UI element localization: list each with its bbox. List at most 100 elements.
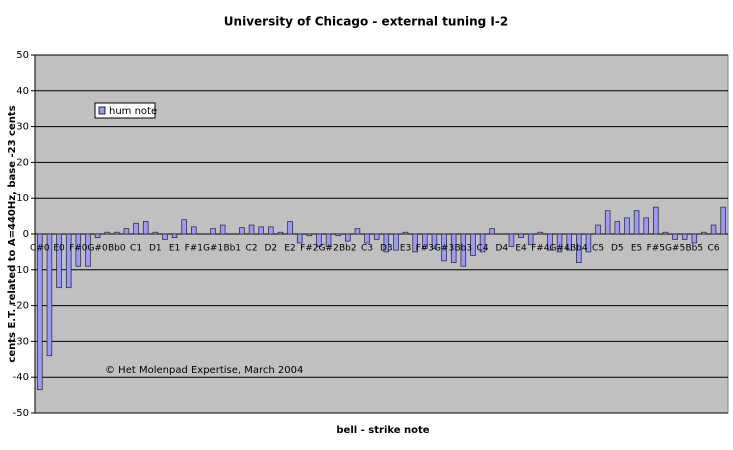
legend-swatch (98, 106, 106, 115)
bar (258, 226, 264, 235)
x-tick-label: C#0 (30, 244, 50, 254)
y-tick-label: -50 (13, 408, 29, 419)
grid (35, 54, 728, 414)
x-tick-label: G#1 (203, 244, 223, 254)
bar (181, 219, 187, 235)
x-tick-label: C5 (592, 244, 604, 254)
bar (701, 231, 707, 235)
bar (412, 233, 418, 253)
bars (37, 206, 726, 391)
bar (566, 233, 572, 251)
bar (268, 226, 274, 235)
bar (210, 228, 216, 235)
x-tick-label: Bb2 (339, 244, 357, 254)
bar (537, 231, 544, 235)
x-tick-label: E4 (515, 244, 527, 254)
bar (614, 221, 621, 235)
bar (643, 217, 649, 235)
bar (65, 233, 72, 289)
bar (287, 221, 293, 235)
x-tick-label: C4 (477, 244, 489, 254)
x-tick-label: D2 (264, 244, 277, 254)
bar (94, 233, 101, 238)
x-tick-label: F#2 (300, 244, 318, 254)
y-tick-label: -30 (13, 336, 29, 347)
bar (85, 233, 91, 267)
x-tick-label: Bb4 (570, 244, 588, 254)
bar (104, 231, 110, 235)
bar (595, 224, 601, 235)
legend (94, 102, 156, 119)
x-tick-label: F#3 (416, 244, 434, 254)
x-tick-label: F#0 (69, 244, 88, 254)
x-tick-label: F#5 (647, 244, 665, 254)
bar (239, 227, 245, 235)
bar (306, 233, 313, 237)
x-tick-label: F#4 (531, 244, 550, 254)
x-tick-label: Bb5 (686, 244, 704, 254)
bar (123, 228, 130, 235)
bar (114, 231, 120, 235)
bar (46, 233, 53, 357)
annotation: © Het Molenpad Expertise, March 2004 (105, 365, 303, 376)
x-tick-label: C1 (130, 244, 142, 254)
y-tick-label: 0 (23, 229, 29, 240)
bar (556, 233, 563, 253)
bar (681, 233, 688, 240)
bar (633, 210, 640, 235)
x-tick-label: E1 (169, 244, 180, 254)
x-tick-label: F#1 (185, 244, 203, 254)
bar (710, 224, 717, 235)
y-tick-label: 30 (16, 122, 29, 133)
x-tick-label: G#5 (665, 244, 685, 254)
bar (576, 233, 582, 263)
y-axis-title: cents E.T. related to A=440Hz, base -23 … (7, 105, 18, 362)
bar (489, 228, 495, 235)
bar (672, 233, 678, 240)
bar (585, 233, 592, 253)
x-tick-label: D4 (495, 244, 508, 254)
bar (479, 233, 486, 253)
bar (653, 206, 659, 235)
bar (518, 233, 524, 238)
x-tick-label: Bb0 (108, 244, 126, 254)
bar (191, 226, 197, 235)
bar (56, 233, 62, 289)
bar (393, 233, 399, 251)
bar (364, 233, 370, 244)
bar (373, 233, 380, 240)
bar (335, 233, 341, 237)
bar (296, 233, 303, 244)
bar (354, 228, 361, 235)
y-tick-label: -40 (13, 372, 29, 383)
bar (248, 224, 255, 235)
bar (162, 233, 168, 240)
x-tick-label: C2 (246, 244, 258, 254)
y-tick-label: 20 (16, 157, 29, 168)
bar (508, 233, 515, 247)
x-tick-label: C3 (361, 244, 373, 254)
bar (75, 233, 82, 267)
bar (316, 233, 322, 247)
y-tick-label: -20 (13, 301, 29, 312)
x-tick-label: G#2 (318, 244, 338, 254)
x-tick-label: E3 (400, 244, 411, 254)
bar (152, 231, 159, 235)
bar (470, 233, 476, 256)
bar (441, 233, 447, 262)
x-tick-label: G#0 (87, 244, 108, 254)
x-tick-label: Bb3 (455, 244, 473, 254)
bar (547, 233, 553, 251)
bar (450, 233, 457, 263)
bar (133, 222, 139, 235)
x-tick-label: E0 (53, 244, 65, 254)
bar (624, 217, 630, 235)
x-tick-label: D3 (380, 244, 393, 254)
bar (720, 206, 726, 235)
x-axis-title: bell - strike note (336, 425, 429, 436)
bar (142, 221, 149, 235)
bar (460, 233, 467, 267)
bar (325, 233, 332, 247)
